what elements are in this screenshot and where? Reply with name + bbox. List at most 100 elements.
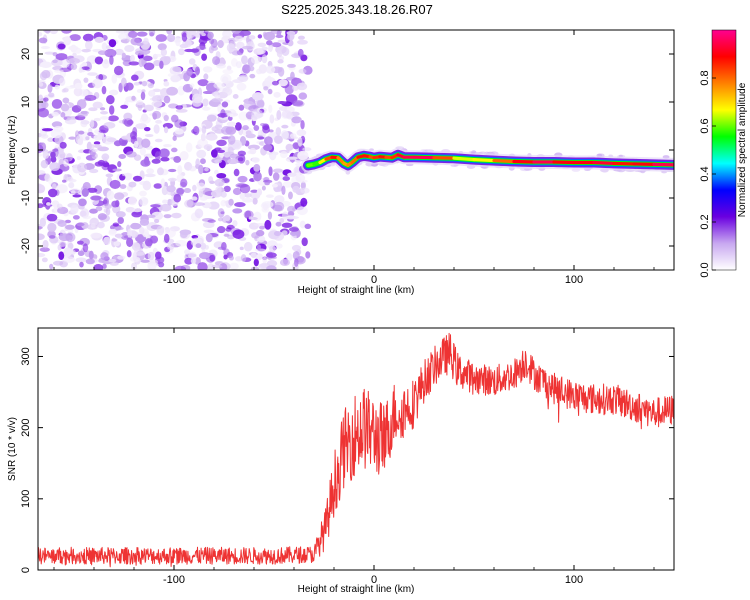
spectrogram-noise-blob (108, 258, 117, 263)
spectrogram-noise-blob (143, 55, 153, 62)
spectrogram-noise-blob (38, 170, 46, 175)
spectrogram-noise-blob (253, 171, 262, 182)
spectrogram-noise-blob (207, 263, 215, 270)
spectrogram-noise-blob (221, 76, 229, 84)
spectrogram-noise-blob (128, 181, 137, 188)
spectrogram-noise-blob (66, 176, 74, 181)
spectrogram-noise-blob (135, 123, 147, 130)
spectrogram-noise-blob (184, 199, 194, 208)
spectrogram-noise-blob (85, 136, 90, 141)
spectrogram-noise-blob (155, 34, 167, 42)
spectrogram-noise-blob (94, 36, 105, 43)
spectrogram-noise-blob (243, 241, 253, 252)
spectrogram-noise-blob (287, 31, 295, 41)
spectrogram-noise-blob (61, 179, 67, 183)
spectrogram-noise-blob (163, 233, 170, 244)
x-tick-label: 100 (565, 574, 583, 586)
spectrogram-noise-blob (258, 64, 268, 74)
spectrogram-noise-blob (40, 159, 49, 169)
spectrogram-noise-blob (49, 162, 61, 172)
spectrogram-noise-blob (132, 208, 143, 213)
spectrogram-noise-blob (285, 143, 294, 151)
spectrogram-noise-blob (205, 233, 213, 243)
spectrogram-noise-blob (50, 128, 63, 139)
spectrogram-noise-blob (166, 86, 178, 96)
spectrogram-noise-blob (134, 251, 145, 256)
spectrogram-noise-blob (58, 77, 66, 87)
spectrogram-noise-blob (105, 45, 111, 50)
spectrogram-noise-blob (209, 38, 215, 45)
spectrogram-noise-blob (175, 105, 184, 110)
spectrogram-noise-blob (276, 50, 283, 58)
spectrogram-noise-blob (209, 180, 215, 184)
spectrogram-noise-blob (50, 151, 56, 159)
spectrogram-noise-blob (214, 94, 221, 99)
spectrogram-noise-blob (97, 221, 105, 229)
spectrogram-noise-blob (139, 190, 147, 197)
spectrogram-noise-blob (63, 247, 72, 257)
spectrogram-noise-blob (51, 98, 63, 109)
spectrogram-noise-blob (127, 228, 133, 239)
spectrogram-noise-blob (160, 48, 168, 57)
spectrogram-noise-blob (139, 116, 151, 124)
spectrogram-noise-blob (134, 50, 144, 56)
spectrogram-noise-blob (72, 215, 80, 220)
spectrogram-noise-blob (117, 216, 124, 225)
spectrogram-noise-blob (195, 243, 202, 249)
spectrogram-noise-blob (286, 253, 293, 262)
spectrogram-noise-blob (220, 199, 227, 207)
spectrogram-noise-blob (155, 119, 162, 124)
spectrogram-noise-blob (259, 225, 265, 230)
spectrogram-noise-blob (232, 187, 242, 196)
spectrogram-noise-blob (121, 135, 130, 140)
spectrogram-noise-blob (201, 32, 206, 37)
spectrogram-noise-blob (197, 262, 208, 270)
spectrogram-noise-blob (300, 119, 305, 130)
spectrogram-noise-blob (212, 56, 220, 66)
spectrogram-noise-blob (62, 97, 70, 104)
spectrogram-noise-blob (63, 36, 72, 46)
spectrogram-noise-blob (223, 254, 228, 260)
spectrogram-noise-blob (276, 30, 282, 39)
spectrogram-noise-blob (97, 213, 107, 220)
spectrogram-noise-blob (40, 134, 49, 139)
spectrogram-noise-blob (236, 82, 247, 91)
spectrogram-noise-blob (108, 105, 115, 115)
colorbar: 0.0 0.2 0.4 0.6 0.8 Normalized spectral ampl… (699, 29, 748, 278)
spectrogram-noise-blob (177, 165, 183, 175)
spectrogram-noise-blob (222, 86, 233, 96)
spectrogram-noise-blob (143, 104, 154, 112)
spectrogram-noise-blob (146, 214, 156, 218)
spectrogram-noise-blob (262, 256, 267, 264)
spectrogram-noise-blob (284, 84, 294, 95)
spectrogram-noise-blob (191, 196, 198, 201)
spectrogram-noise-blob (81, 188, 89, 197)
spectrogram-noise-blob (254, 248, 267, 252)
spectrogram-noise-blob (79, 261, 84, 268)
spectrogram-noise-blob (296, 206, 308, 216)
spectrogram-noise-blob (207, 31, 214, 40)
spectrogram-noise-blob (249, 147, 257, 155)
spectrogram-noise-blob (123, 112, 133, 121)
spectrogram-noise-blob (267, 211, 273, 220)
spectrogram-noise-blob (157, 167, 164, 176)
spectrogram-noise-blob (133, 82, 140, 86)
spectrogram-noise-blob (112, 255, 118, 260)
spectrogram-noise-blob (131, 95, 136, 101)
spectrogram-noise-blob (74, 82, 83, 90)
spectrogram-noise-blob (54, 69, 64, 74)
spectrogram-noise-blob (127, 196, 137, 206)
spectrogram-noise-blob (38, 233, 45, 241)
y-tick-label: 200 (20, 418, 32, 436)
spectrogram-noise-blob (257, 42, 267, 48)
spectrogram-noise-blob (256, 188, 263, 196)
spectrogram-noise-blob (202, 106, 211, 111)
spectrogram-noise-blob (160, 203, 172, 212)
spectrogram-noise-blob (82, 243, 89, 253)
spectrogram-noise-blob (86, 187, 98, 193)
spectrogram-noise-blob (152, 88, 162, 93)
spectrogram-noise-blob (226, 121, 237, 127)
spectrogram-noise-blob (263, 31, 276, 41)
spectrogram-noise-blob (250, 55, 261, 64)
spectrogram-noise-blob (216, 149, 226, 154)
